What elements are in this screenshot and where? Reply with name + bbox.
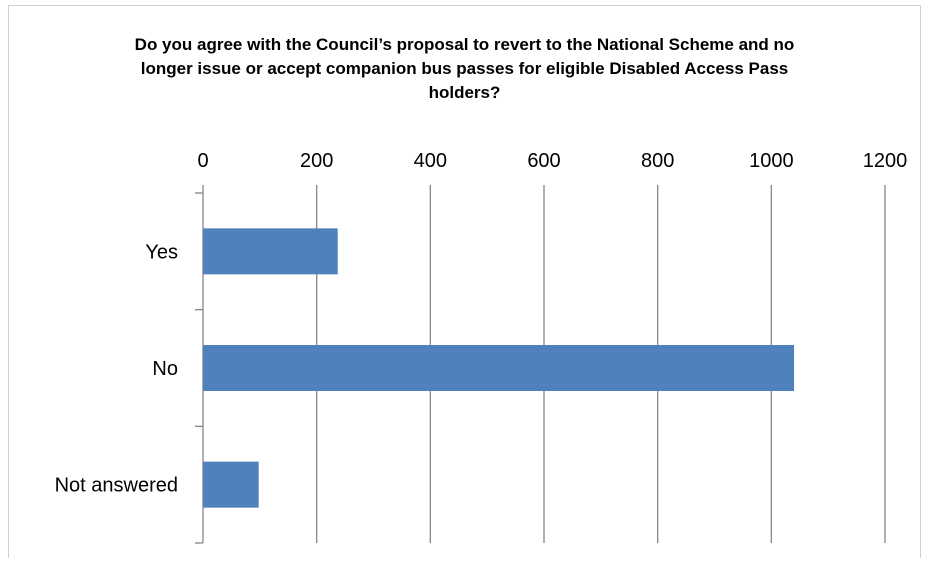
x-tick-label: 0 <box>197 150 208 172</box>
bar-no <box>203 345 795 391</box>
x-tick-label: 1200 <box>863 150 908 172</box>
tick-labels: 0 200 400 600 800 1000 1200 Yes No Not answered <box>55 150 908 497</box>
y-tick-label: Not answered <box>55 475 178 497</box>
axes <box>195 185 204 544</box>
x-tick-label: 800 <box>641 150 674 172</box>
chart-title: Do you agree with the Council’s proposal… <box>134 35 795 102</box>
x-tick-label: 200 <box>300 150 333 172</box>
bar-yes <box>203 228 338 275</box>
x-tick-label: 400 <box>414 150 447 172</box>
y-tick-label: No <box>152 358 178 380</box>
y-tick-label: Yes <box>145 241 178 263</box>
x-tick-label: 1000 <box>749 150 794 172</box>
bar-not-answered <box>203 461 259 508</box>
x-tick-label: 600 <box>527 150 560 172</box>
bars <box>203 228 795 508</box>
chart-frame <box>8 5 921 558</box>
